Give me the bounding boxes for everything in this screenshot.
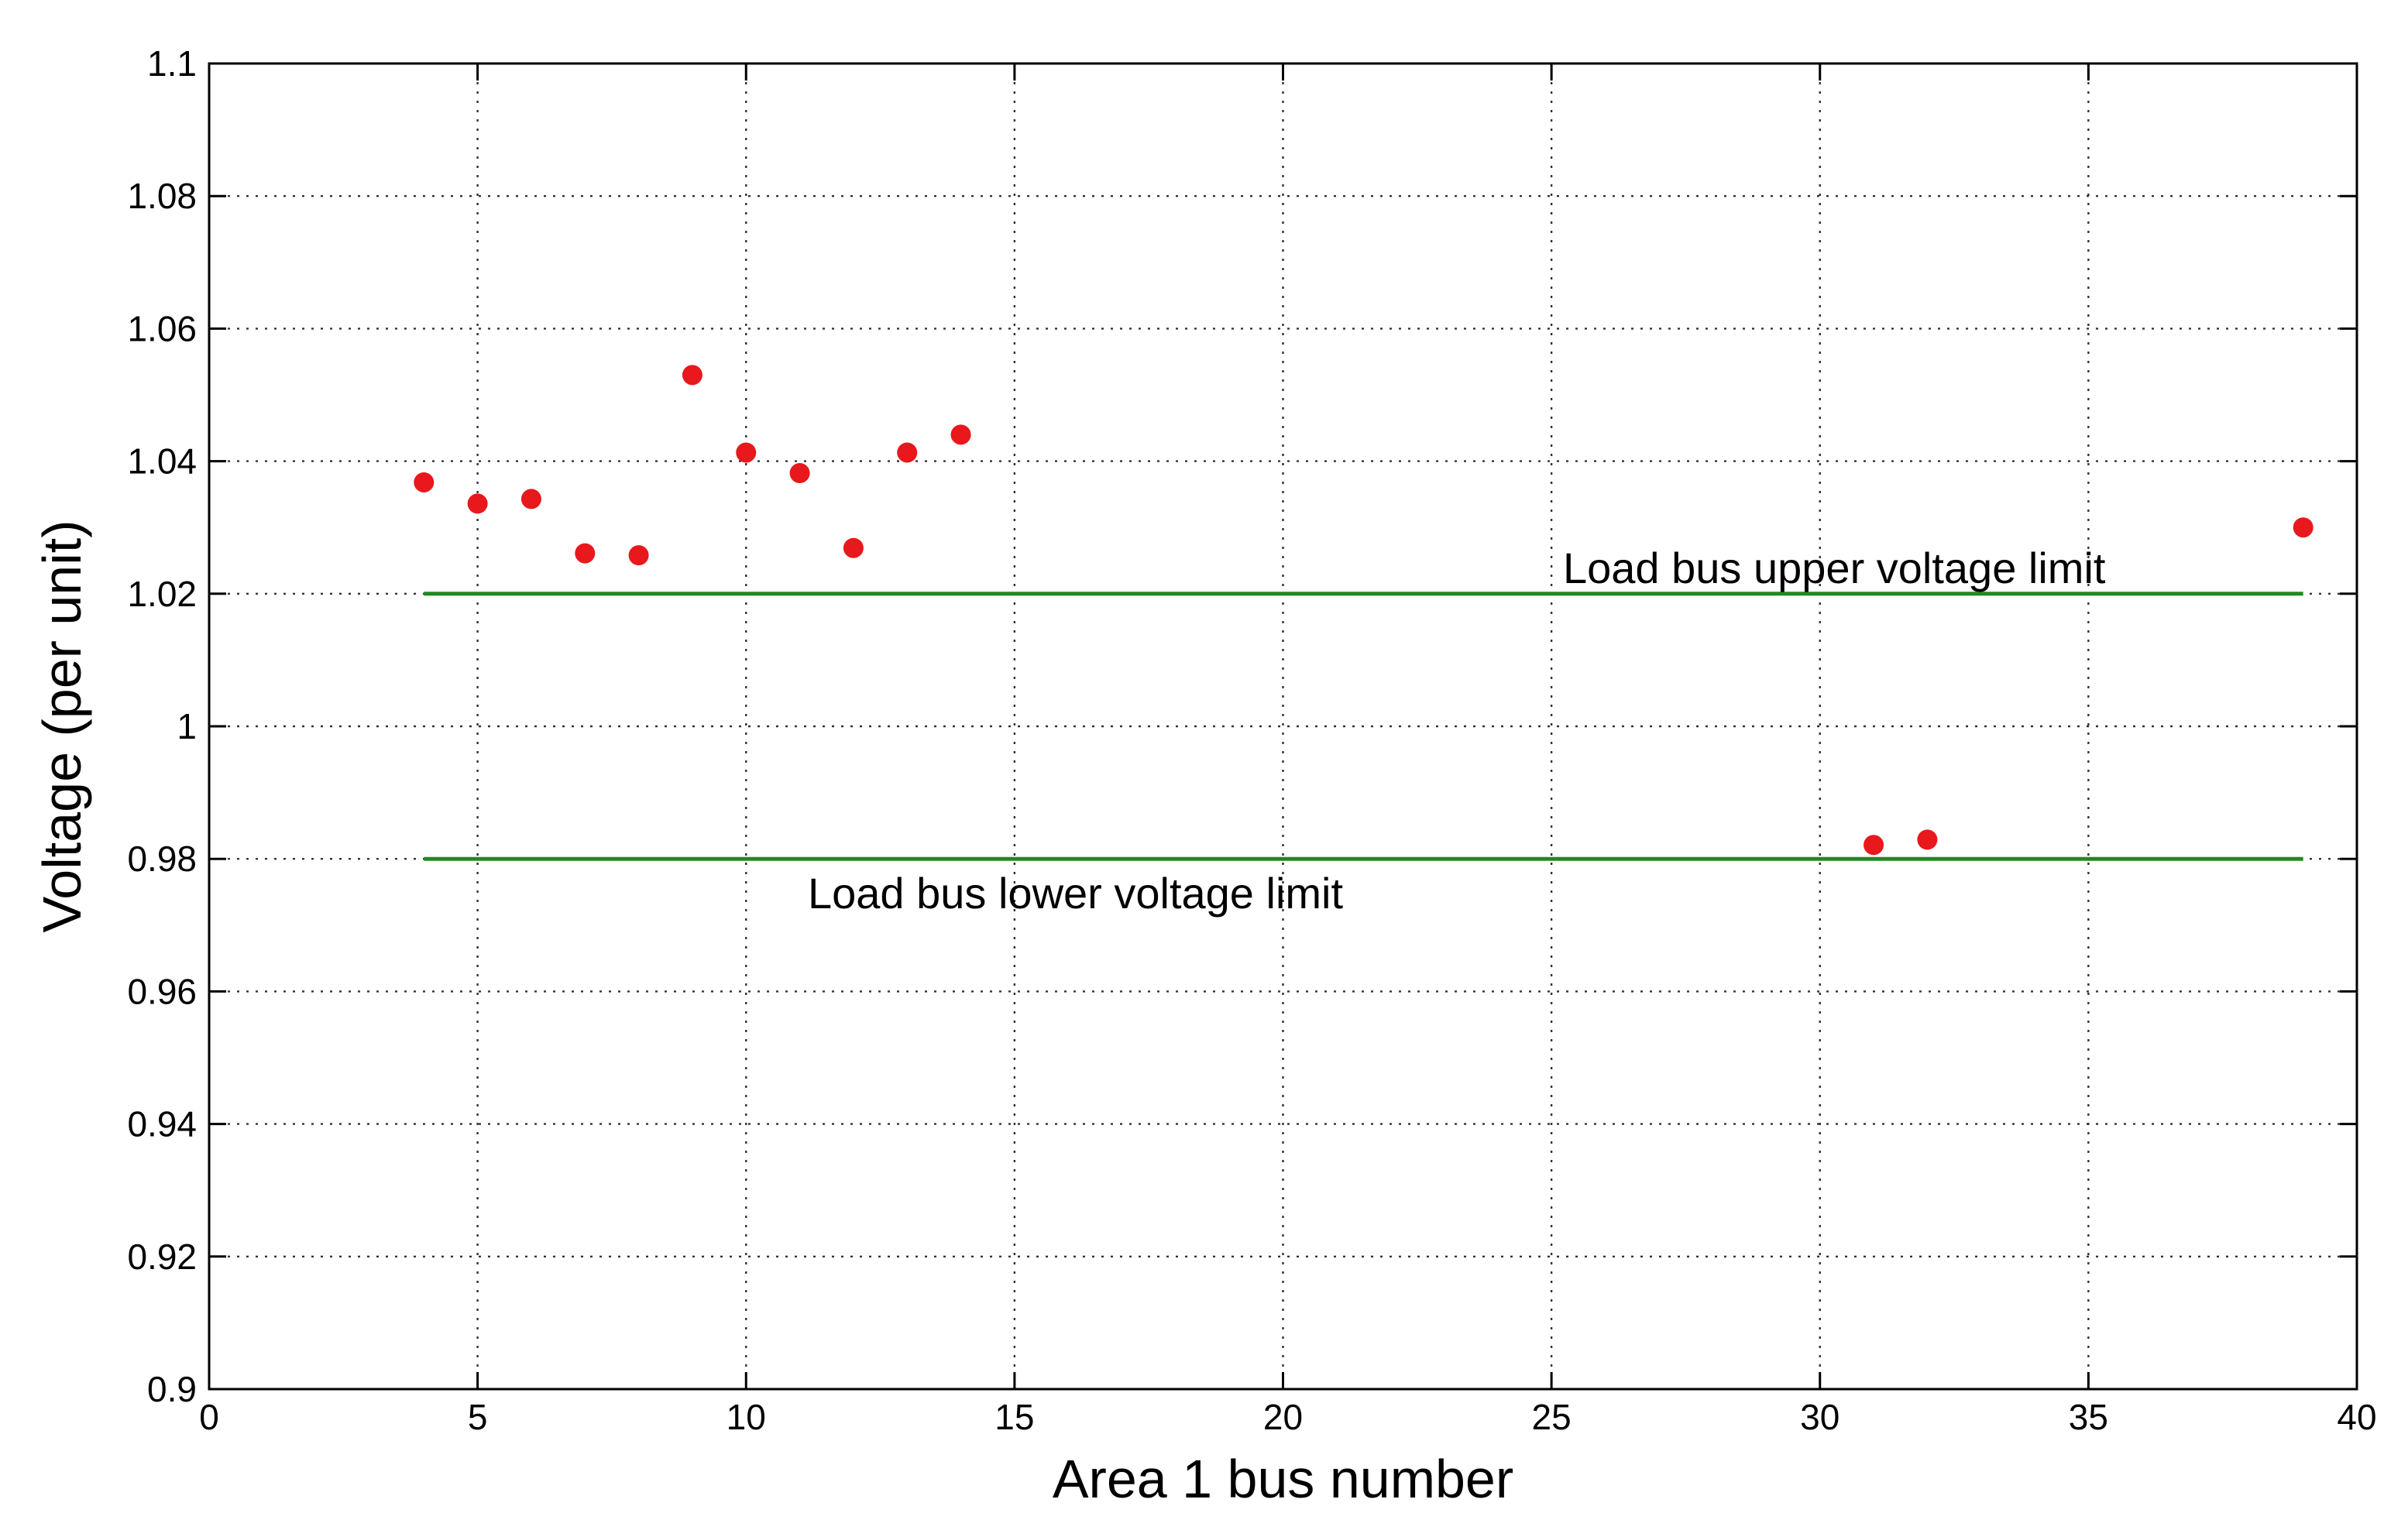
x-axis-label: Area 1 bus number (1053, 1449, 1513, 1509)
x-tick-label: 15 (994, 1397, 1034, 1437)
axis-ticks (208, 62, 2358, 1391)
y-tick-label: 0.98 (127, 839, 197, 879)
data-point (736, 442, 757, 463)
x-tick-label: 40 (2337, 1397, 2376, 1437)
y-tick-label: 0.96 (127, 971, 197, 1011)
y-axis-label: Voltage (per unit) (32, 520, 92, 932)
y-tick-label: 1.1 (147, 43, 197, 84)
data-point (1864, 835, 1884, 856)
data-point (2293, 517, 2314, 538)
x-tick-label: 35 (2069, 1397, 2108, 1437)
annotations: Load bus upper voltage limit Load bus low… (808, 544, 2106, 918)
data-point (414, 472, 435, 492)
y-tick-label: 0.94 (127, 1104, 197, 1144)
upper-limit-label: Load bus upper voltage limit (1563, 544, 2106, 592)
y-tick-label: 1.04 (127, 441, 197, 482)
y-tick-label: 1.06 (127, 308, 197, 348)
x-tick-label: 5 (468, 1397, 488, 1437)
data-point (1917, 829, 1938, 850)
x-tick-labels: 0 5 10 15 20 25 30 35 40 (199, 1397, 2376, 1437)
y-tick-label: 1 (177, 706, 197, 746)
lower-limit-label: Load bus lower voltage limit (808, 869, 1343, 918)
data-point (628, 545, 649, 566)
y-tick-label: 1.02 (127, 574, 197, 614)
data-point (575, 543, 596, 564)
data-point (467, 493, 488, 514)
y-tick-labels: 0.9 0.92 0.94 0.96 0.98 1 1.02 1.04 1.06 1.08 1.1 (127, 43, 197, 1409)
x-tick-label: 20 (1263, 1397, 1303, 1437)
data-point (682, 365, 702, 386)
x-tick-label: 30 (1800, 1397, 1839, 1437)
y-tick-label: 0.9 (147, 1369, 197, 1409)
data-point (950, 424, 971, 445)
data-point (843, 537, 864, 558)
x-tick-label: 0 (199, 1397, 219, 1437)
x-tick-label: 25 (1532, 1397, 1572, 1437)
y-tick-label: 1.08 (127, 176, 197, 216)
data-point (789, 463, 810, 484)
data-point (520, 489, 541, 509)
y-tick-label: 0.92 (127, 1237, 197, 1277)
reference-lines (424, 592, 2303, 861)
data-points (414, 365, 2314, 856)
x-tick-label: 10 (727, 1397, 766, 1437)
data-point (897, 442, 918, 463)
